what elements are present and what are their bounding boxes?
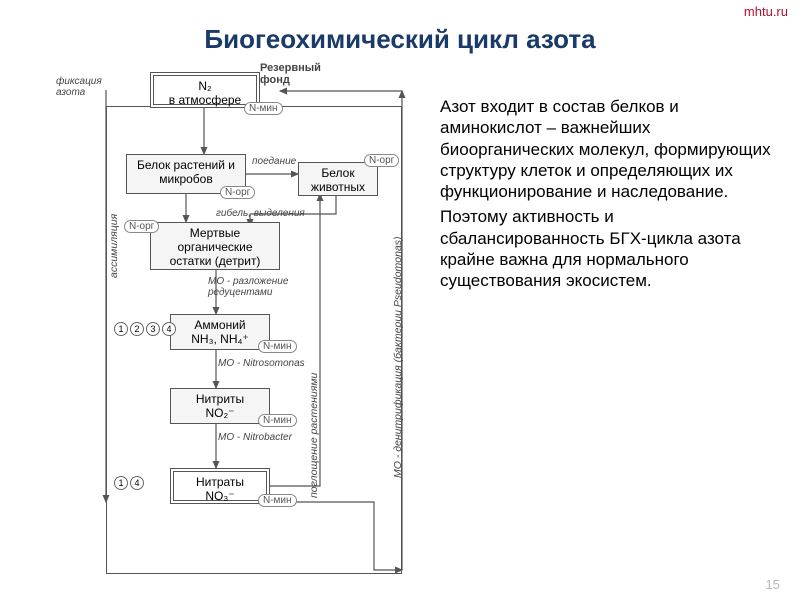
circle-g1-2: 2 <box>130 322 144 336</box>
badge-nitrite: N-мин <box>258 414 297 427</box>
label-mo_ns: МО - Nitrosomonas <box>218 358 305 369</box>
page-number: 15 <box>766 577 780 592</box>
label-reserve_label: Резервный фонд <box>260 62 321 86</box>
side-label-uptake: поглощение растениями <box>308 298 320 498</box>
watermark: mhtu.ru <box>744 4 788 19</box>
circle-g1-3: 3 <box>146 322 160 336</box>
circle-g1-4: 4 <box>162 322 176 336</box>
paragraph-2: Поэтому активность и сбалансированность … <box>440 206 780 291</box>
node-n2: N₂в атмосфере <box>150 72 260 108</box>
label-mo_nb: МО - Nitrobacter <box>218 432 292 443</box>
node-detritus: Мертвыеорганическиеостатки (детрит) <box>150 222 280 270</box>
node-nitrate: НитратыNO₃⁻ <box>170 468 270 504</box>
label-fix: фиксация азота <box>56 76 102 98</box>
paragraph-1: Азот входит в состав белков и аминокисло… <box>440 96 780 202</box>
circle-g2-4: 4 <box>130 476 144 490</box>
nitrogen-cycle-diagram: Резервный фондN₂в атмосфереN-минфиксация… <box>20 58 440 578</box>
circle-g1-1: 1 <box>114 322 128 336</box>
badge-nitrate: N-мин <box>258 494 297 507</box>
node-nitrite: НитритыNO₂⁻ <box>170 388 270 424</box>
badge-detritus: N-орг <box>124 220 159 233</box>
label-death: гибель, выделения <box>216 208 305 219</box>
node-animal: Белокживотных <box>298 162 378 196</box>
page-title: Биогеохимический цикл азота <box>0 24 800 55</box>
badge-n2: N-мин <box>244 102 283 115</box>
node-ammonium: АммонийNH₃, NH₄⁺ <box>170 314 270 350</box>
circle-g2-1: 1 <box>114 476 128 490</box>
label-eat: поедание <box>252 156 296 167</box>
label-mo_red: МО - разложение редуцентами <box>208 276 288 298</box>
badge-plant: N-орг <box>220 186 255 199</box>
body-text: Азот входит в состав белков и аминокисло… <box>440 96 780 295</box>
side-label-denitr: МО - денитрификация (бактерии Pseudomona… <box>392 158 404 478</box>
side-label-assim: ассимиляция <box>108 168 120 278</box>
badge-ammonium: N-мин <box>258 340 297 353</box>
